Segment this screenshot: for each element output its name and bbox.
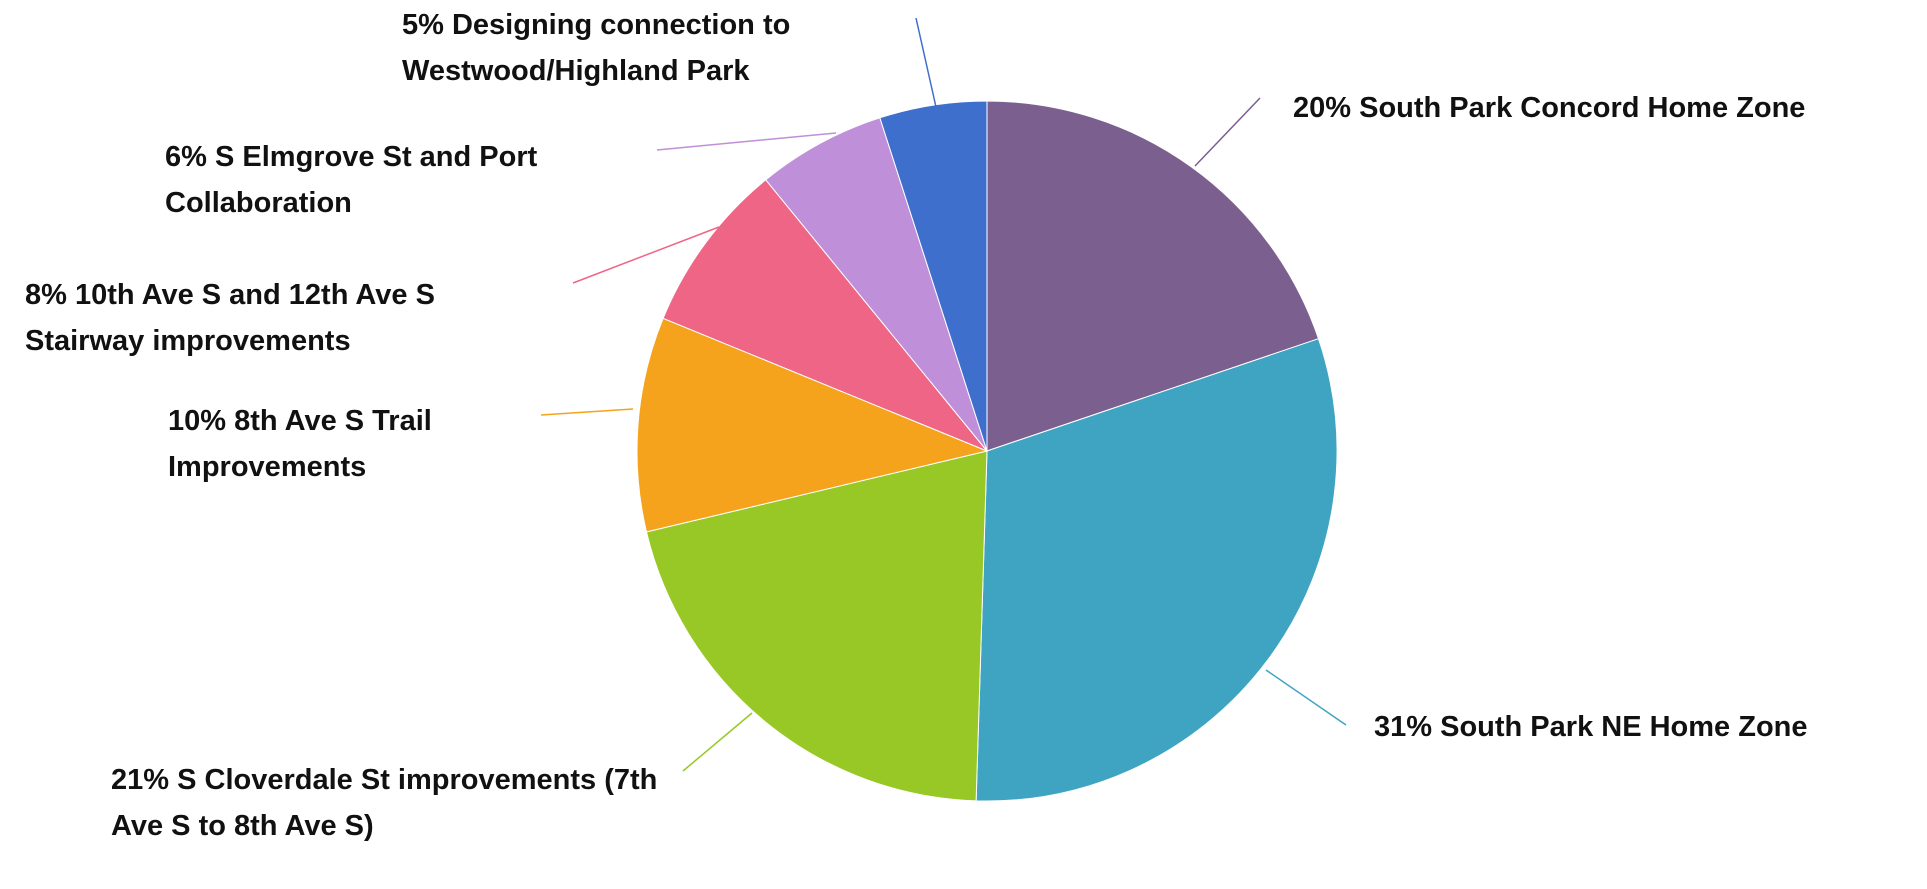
- pie-slice: [765, 117, 988, 452]
- leader-line: [572, 226, 720, 284]
- leader-line: [915, 17, 937, 108]
- slice-category-label: South Park Concord Home Zone: [1359, 92, 1806, 124]
- slice-value-label: 10%: [168, 405, 227, 437]
- slice-category-label: 10th Ave S and 12th Ave S Stairway impro…: [25, 279, 435, 357]
- slice-label: 31% South Park NE Home Zone: [1374, 704, 1927, 750]
- slice-category-label: South Park NE Home Zone: [1440, 711, 1808, 743]
- slice-label: 21% S Cloverdale St improvements (7th Av…: [111, 757, 661, 849]
- slice-label: 6% S Elmgrove St and Port Collaboration: [165, 134, 645, 226]
- slice-label: 20% South Park Concord Home Zone: [1293, 85, 1853, 131]
- slice-value-label: 8%: [25, 279, 67, 311]
- slice-value-label: 5%: [402, 9, 444, 41]
- leader-line: [682, 712, 753, 772]
- leader-line: [656, 132, 837, 151]
- slice-label: 10% 8th Ave S Trail Improvements: [168, 398, 528, 490]
- leader-line: [1265, 669, 1347, 726]
- slice-label: 5% Designing connection to Westwood/High…: [402, 2, 892, 94]
- slice-value-label: 6%: [165, 141, 207, 173]
- pie-slice: [645, 450, 988, 802]
- slice-category-label: S Elmgrove St and Port Collaboration: [165, 141, 538, 219]
- slice-value-label: 21%: [111, 764, 170, 796]
- slice-value-label: 31%: [1374, 711, 1433, 743]
- slice-category-label: S Cloverdale St improvements (7th Ave S …: [111, 764, 658, 842]
- pie-slice: [986, 100, 1320, 452]
- slice-label: 8% 10th Ave S and 12th Ave S Stairway im…: [25, 272, 555, 364]
- slice-category-label: Designing connection to Westwood/Highlan…: [402, 9, 791, 87]
- pie-slice: [636, 317, 989, 533]
- pie-slice: [975, 338, 1338, 802]
- pie-slice: [879, 100, 988, 452]
- slice-category-label: 8th Ave S Trail Improvements: [168, 405, 432, 483]
- leader-line: [1194, 97, 1261, 167]
- leader-line: [540, 408, 634, 416]
- slice-value-label: 20%: [1293, 92, 1352, 124]
- pie-slice: [662, 179, 988, 452]
